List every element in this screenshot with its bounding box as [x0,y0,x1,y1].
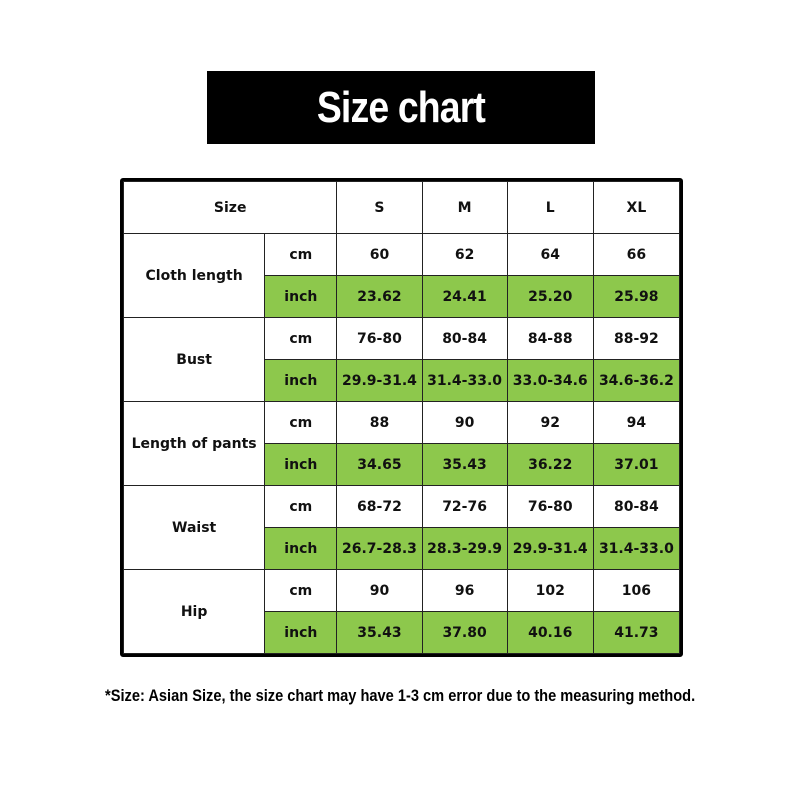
value-inch-cell: 37.80 [421,611,508,654]
table-row-cm: Cloth length cm 60 62 64 66 [122,233,681,318]
measurement-label: Cloth length [122,233,266,318]
value-cm-cell: 88 [336,401,423,444]
size-header-s: S [336,181,423,234]
value-inch-cell: 28.3-29.9 [421,527,508,570]
unit-inch: inch [264,611,338,654]
size-header-l: L [506,181,594,234]
value-inch-cell: 41.73 [592,611,681,654]
value-cm-cell: 64 [506,233,594,276]
value-inch-cell: 31.4-33.0 [421,359,508,402]
table-row-inch: inch 29.9-31.4 31.4-33.0 33.0-34.6 34.6-36.2 [124,359,681,402]
table-row-inch: inch 26.7-28.3 28.3-29.9 29.9-31.4 31.4-33.0 [124,527,681,570]
header-row: Size S M L XL [122,181,681,234]
size-table-container: Size S M L XL Cloth length cm 60 62 64 66 inch 23.62… [120,178,683,657]
size-table: Size S M L XL Cloth length cm 60 62 64 66 inch 23.62… [122,181,681,654]
value-cm-cell: 96 [421,569,508,612]
unit-inch: inch [264,527,338,570]
size-header-m: M [421,181,508,234]
value-cm-cell: 106 [592,569,681,612]
value-cm-cell: 92 [506,401,594,444]
value-inch-cell: 40.16 [506,611,594,654]
footnote-text: *Size: Asian Size, the size chart may ha… [104,686,696,705]
unit-inch: inch [264,275,338,318]
table-row-cm: Hip cm 90 96 102 106 [122,569,681,654]
unit-cm: cm [264,233,338,276]
value-inch-cell: 29.9-31.4 [506,527,594,570]
value-cm-cell: 60 [336,233,423,276]
value-cm-cell: 68-72 [336,485,423,528]
size-header-xl: XL [592,181,681,234]
value-inch-cell: 31.4-33.0 [592,527,681,570]
unit-inch: inch [264,359,338,402]
measurement-label: Bust [122,317,266,402]
value-inch-cell: 25.98 [592,275,681,318]
table-row-cm: Waist cm 68-72 72-76 76-80 80-84 [122,485,681,570]
page-title: Size chart [316,82,486,132]
value-cm-cell: 84-88 [506,317,594,360]
value-inch-cell: 35.43 [336,611,423,654]
value-inch-cell: 34.65 [336,443,423,486]
value-cm-cell: 80-84 [421,317,508,360]
table-row-inch: inch 35.43 37.80 40.16 41.73 [124,611,681,654]
value-cm-cell: 94 [592,401,681,444]
value-cm-cell: 76-80 [506,485,594,528]
unit-cm: cm [264,485,338,528]
value-cm-cell: 90 [421,401,508,444]
footnote: *Size: Asian Size, the size chart may ha… [0,686,800,706]
unit-inch: inch [264,443,338,486]
value-inch-cell: 26.7-28.3 [336,527,423,570]
value-cm-cell: 62 [421,233,508,276]
value-inch-cell: 23.62 [336,275,423,318]
value-cm-cell: 90 [336,569,423,612]
value-cm-cell: 76-80 [336,317,423,360]
table-row-cm: Bust cm 76-80 80-84 84-88 88-92 [122,317,681,402]
value-inch-cell: 37.01 [592,443,681,486]
table-row-inch: inch 23.62 24.41 25.20 25.98 [124,275,681,318]
value-inch-cell: 34.6-36.2 [592,359,681,402]
value-cm-cell: 88-92 [592,317,681,360]
size-header-cell: Size [122,181,338,234]
value-inch-cell: 24.41 [421,275,508,318]
value-inch-cell: 29.9-31.4 [336,359,423,402]
value-cm-cell: 102 [506,569,594,612]
value-cm-cell: 66 [592,233,681,276]
value-cm-cell: 80-84 [592,485,681,528]
value-inch-cell: 25.20 [506,275,594,318]
value-inch-cell: 35.43 [421,443,508,486]
measurement-label: Length of pants [122,401,266,486]
title-banner: Size chart [207,71,595,144]
value-cm-cell: 72-76 [421,485,508,528]
value-inch-cell: 33.0-34.6 [506,359,594,402]
unit-cm: cm [264,401,338,444]
table-row-cm: Length of pants cm 88 90 92 94 [122,401,681,486]
value-inch-cell: 36.22 [506,443,594,486]
unit-cm: cm [264,317,338,360]
unit-cm: cm [264,569,338,612]
table-row-inch: inch 34.65 35.43 36.22 37.01 [124,443,681,486]
measurement-label: Hip [122,569,266,654]
measurement-label: Waist [122,485,266,570]
